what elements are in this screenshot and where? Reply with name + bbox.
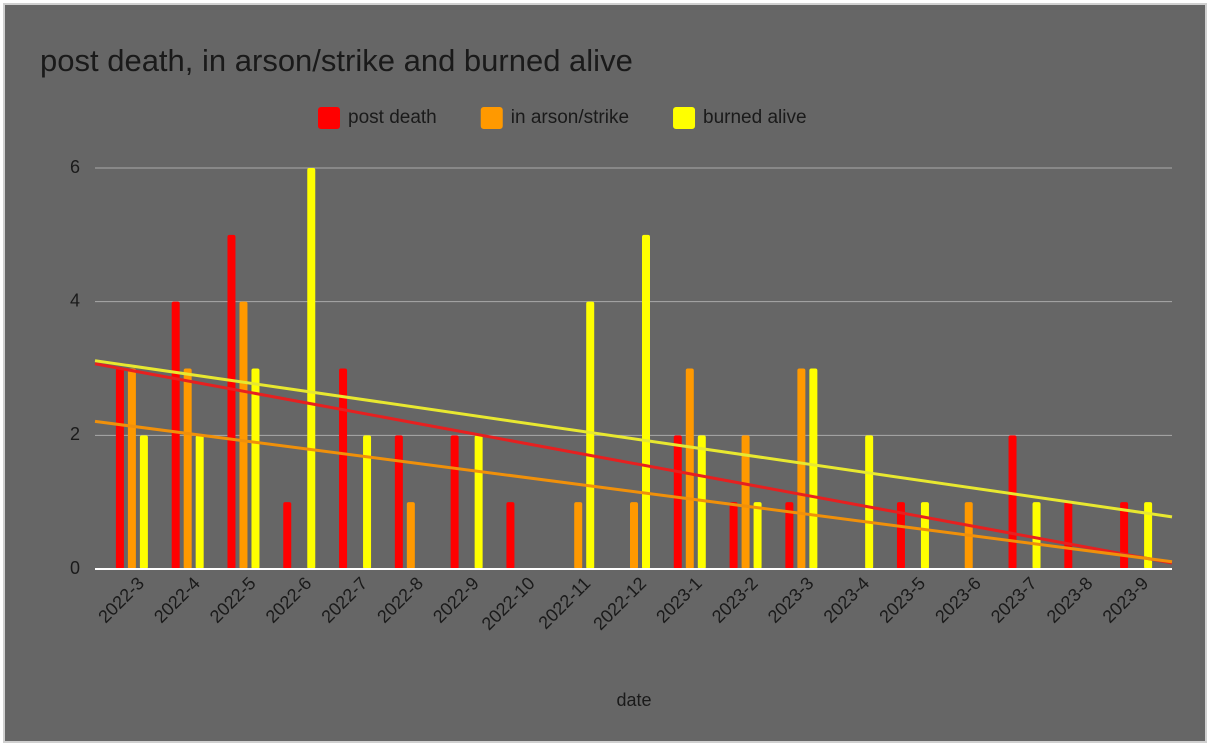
bar: [920, 502, 929, 569]
y-tick-label: 0: [70, 558, 80, 578]
bar: [183, 368, 192, 569]
bar: [239, 301, 248, 569]
bar: [630, 502, 638, 569]
x-axis-label: date: [616, 690, 651, 710]
bar: [642, 234, 650, 570]
bar: [171, 301, 180, 569]
bar: [127, 368, 136, 569]
bar: [1064, 502, 1073, 569]
bar: [227, 234, 236, 570]
bar: [307, 168, 316, 569]
y-tick-label: 6: [70, 157, 80, 177]
bar: [115, 368, 124, 569]
legend-label: in arson/strike: [511, 107, 629, 128]
bar: [394, 435, 403, 569]
bar: [1008, 435, 1017, 569]
trend-line: [94, 419, 1173, 564]
bar: [741, 435, 750, 569]
bar: [339, 368, 348, 569]
bar: [283, 502, 292, 569]
chart-title: post death, in arson/strike and burned a…: [40, 43, 633, 78]
bar: [673, 435, 682, 569]
bar: [685, 368, 694, 569]
bar: [251, 368, 260, 569]
y-tick-label: 2: [70, 424, 80, 444]
bar: [574, 502, 583, 569]
bar: [586, 301, 595, 569]
bar: [1032, 502, 1041, 569]
legend-label: post death: [348, 107, 437, 128]
bar: [809, 368, 818, 569]
chart-background: [3, 3, 1207, 743]
y-tick-label: 4: [70, 290, 80, 310]
bar: [896, 502, 905, 569]
bar: [729, 502, 738, 569]
trend-line: [94, 359, 1173, 519]
bar: [797, 368, 806, 569]
legend-swatch: [673, 107, 696, 129]
bar: [865, 435, 874, 569]
bar: [697, 435, 706, 569]
trend-line: [94, 362, 1173, 565]
bar: [1120, 502, 1129, 569]
bar: [450, 435, 459, 569]
bar: [1144, 502, 1153, 569]
legend-label: burned alive: [703, 107, 807, 128]
legend-swatch: [480, 107, 503, 129]
bar: [406, 502, 415, 569]
bar: [753, 502, 762, 569]
legend-swatch: [318, 107, 340, 129]
bar: [506, 502, 515, 569]
bar: [474, 435, 483, 569]
bar: [139, 435, 148, 569]
bar: [195, 435, 204, 569]
bar: [363, 435, 372, 569]
bar: [785, 502, 794, 569]
